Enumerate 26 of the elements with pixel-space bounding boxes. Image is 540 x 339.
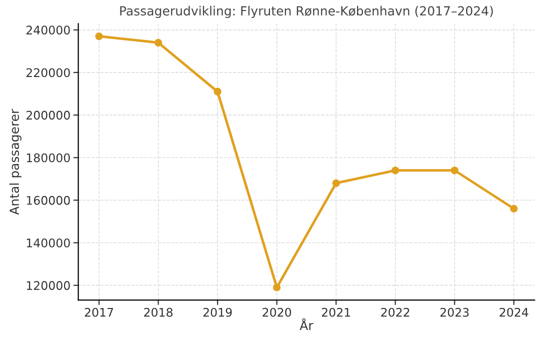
x-tick-label: 2023 xyxy=(440,308,469,317)
x-tick-label: 2020 xyxy=(262,308,292,317)
point xyxy=(95,32,103,40)
y-axis-title: Antal passagerer xyxy=(9,108,22,215)
point xyxy=(332,179,340,187)
point xyxy=(510,204,518,213)
x-tick-label: 2018 xyxy=(144,308,173,317)
point xyxy=(154,38,162,46)
x-tick-label: 2022 xyxy=(381,308,410,317)
y-tick-label: 200000 xyxy=(26,110,70,120)
x-tick-label: 2021 xyxy=(322,308,350,317)
chart-title: Passagerudvikling: Flyruten Rønne-København (2017–2024) xyxy=(120,6,493,18)
y-tick-label: 140000 xyxy=(26,238,70,248)
x-tick-label: 2017 xyxy=(84,308,114,317)
x-tick-label: 2019 xyxy=(203,308,232,317)
point xyxy=(214,88,222,96)
y-tick-label: 220000 xyxy=(26,68,70,78)
point xyxy=(273,284,281,292)
point xyxy=(392,166,400,174)
y-tick-label: 120000 xyxy=(26,281,70,290)
y-tick-label: 180000 xyxy=(26,153,70,162)
y-tick-label: 160000 xyxy=(26,196,70,205)
point xyxy=(450,166,458,174)
y-tick-label: 240000 xyxy=(26,26,70,35)
x-axis-title: År xyxy=(300,318,314,330)
x-tick-label: 2024 xyxy=(500,308,528,317)
